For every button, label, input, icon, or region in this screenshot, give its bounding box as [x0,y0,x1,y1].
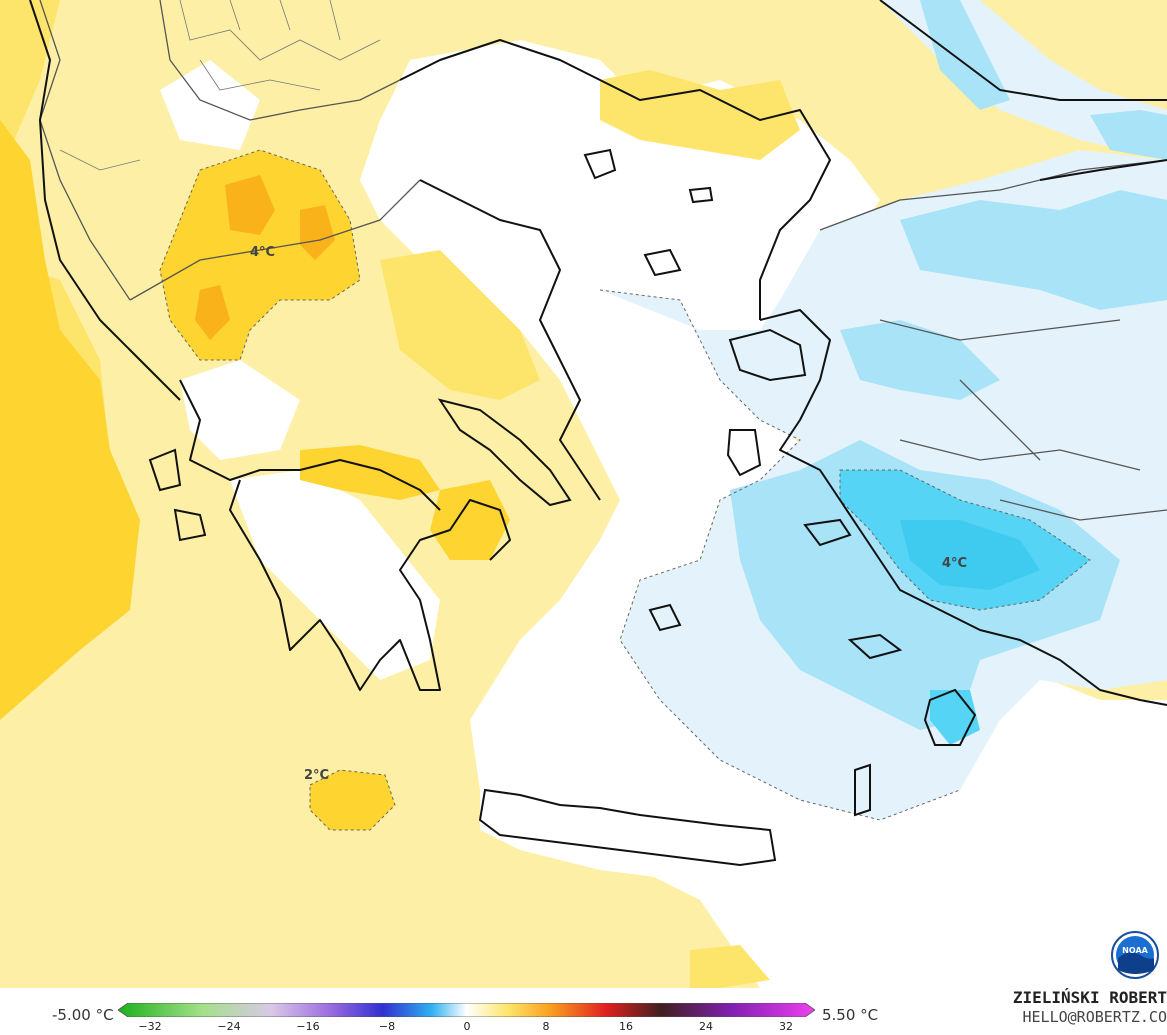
anomaly-skyblue-anatolia [900,190,1167,310]
contour-label-north: 4°C [250,245,275,260]
anomaly-white-peloponnese [230,470,440,680]
legend-tick: −8 [378,1020,396,1033]
color-scale-bar [117,1002,816,1018]
credit-email: HELLO@ROBERTZ.CO [1022,1008,1167,1026]
anomaly-gold-thessaly [380,250,540,400]
coastlines [29,0,1167,706]
contour-label-aegean: 4°C [942,556,967,571]
country-borders [39,0,1167,521]
legend-tick: −32 [138,1020,162,1033]
legend-tick: 0 [463,1020,471,1033]
anomaly-cyan-inner [900,520,1040,590]
legend-min-label: -5.00 °C [52,1006,114,1024]
region-borders [59,0,381,171]
island-karpathos [854,763,871,817]
anomaly-yellow-south [690,945,770,988]
legend-tick: −24 [217,1020,241,1033]
anomaly-gold-northeast [600,70,800,160]
legend-max-label: 5.50 °C [822,1006,879,1024]
anomaly-orange-core-1 [225,175,275,235]
legend-tick: 16 [619,1020,633,1033]
dashed-contours [159,149,1091,831]
island-thasos [583,148,617,180]
island-euboea [437,398,572,507]
island-lesbos [728,328,807,382]
legend-tick: 8 [542,1020,550,1033]
anomaly-skyblue-marmara [1090,110,1167,160]
legend-tick: 32 [779,1020,793,1033]
logo-text: NOAA [1122,946,1148,955]
noaa-logo-icon: NOAA [1110,930,1160,980]
legend-tick: −16 [296,1020,320,1033]
anomaly-white-epirus [180,360,300,460]
island-rhodes [923,688,977,746]
legend-tick: 24 [699,1020,713,1033]
credit-author: ZIELIŃSKI ROBERT [1012,988,1167,1007]
island-corfu [148,448,182,492]
island-samothrace [688,186,714,204]
anomaly-white-crete [480,790,780,880]
island-samos [803,518,852,547]
island-kefalonia [173,508,207,542]
anomaly-gold-offshore [310,770,395,830]
anomaly-orange-core-2 [195,285,230,340]
contour-label-south: 2°C [304,768,329,783]
temperature-anomaly-map: 4°C 4°C 2°C [0,0,1167,988]
island-naxos [648,603,682,632]
island-chios [726,429,762,477]
anomaly-skyblue-northeast [920,0,1010,110]
anomaly-white-north [160,60,260,150]
island-lemnos [643,248,682,277]
anomaly-gold-west [0,120,140,720]
anomaly-orange-core-3 [300,205,335,260]
island-crete [478,788,777,867]
anomaly-gold-corinth [300,445,440,500]
islands [148,148,977,867]
anomaly-gold-attica [430,480,510,560]
island-kos [847,633,903,660]
color-scale-legend: -5.00 °C [0,988,1167,1035]
